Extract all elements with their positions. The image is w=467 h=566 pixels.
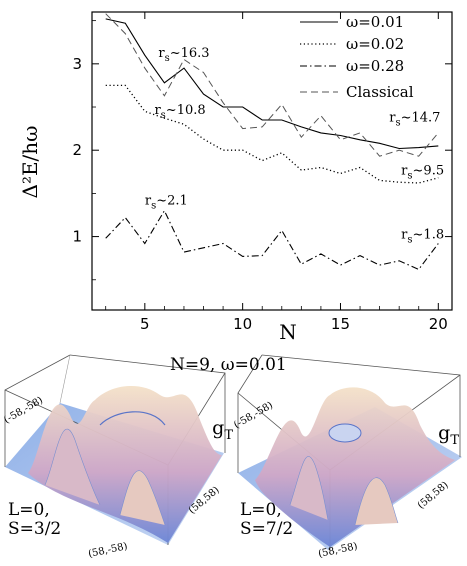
x-tick-label: 10	[233, 315, 252, 333]
right-surface	[237, 354, 462, 550]
legend: ω=0.01 ω=0.02 ω=0.28 Classical	[300, 13, 414, 101]
x-tick-label: 20	[429, 315, 448, 333]
series-line	[105, 84, 439, 184]
series-line	[105, 18, 439, 150]
left-func-base: g	[212, 417, 225, 439]
y-tick-label: 3	[72, 55, 82, 73]
axis-ticks: 5 10 15 20 1 2 3	[72, 12, 452, 333]
left-func-sub: T	[224, 427, 234, 443]
plot-frame	[91, 11, 453, 311]
y-tick-label: 1	[72, 228, 82, 246]
rs-annotation: rs~16.3	[158, 46, 209, 64]
left-func-label: gT	[188, 395, 233, 465]
rs-annotation: rs~14.7	[389, 111, 440, 129]
y-axis-label: Δ²E/hω	[18, 126, 42, 199]
right-func-base: g	[438, 422, 451, 444]
legend-label: ω=0.01	[346, 13, 404, 31]
series-line	[105, 13, 439, 157]
rs-annotation: rs~1.8	[401, 227, 444, 245]
legend-label: ω=0.28	[346, 57, 404, 75]
right-quantum-line1: L=0,	[240, 500, 282, 520]
x-tick-label: 5	[140, 315, 150, 333]
right-quantum-line2: S=7/2	[240, 519, 294, 539]
surface-plots: N=9, ω=0.01 gT L=0, S=3/2 (-58,-58) (58,…	[0, 345, 467, 566]
right-func-sub: T	[450, 432, 460, 448]
legend-label: ω=0.02	[346, 35, 404, 53]
left-quantum-line1: L=0,	[8, 500, 50, 520]
series-line	[105, 209, 439, 271]
annotations: rs~16.3 rs~10.8 rs~2.1 rs~14.7 rs~9.5 rs~1.8	[145, 46, 444, 245]
x-tick-label: 15	[331, 315, 350, 333]
y-tick-label: 2	[72, 141, 82, 159]
right-func-label: gT	[414, 400, 459, 470]
rs-annotation: rs~2.1	[145, 194, 188, 212]
surface-plots-art	[4, 354, 462, 550]
x-axis-label: N	[279, 320, 297, 344]
rs-annotation: rs~10.8	[154, 103, 205, 121]
rs-annotation: rs~9.5	[401, 163, 444, 181]
series-lines	[105, 13, 439, 271]
left-quantum-line2: S=3/2	[8, 519, 62, 539]
left-surface	[4, 354, 226, 545]
legend-label: Classical	[346, 83, 414, 101]
panels-title: N=9, ω=0.01	[170, 355, 287, 375]
